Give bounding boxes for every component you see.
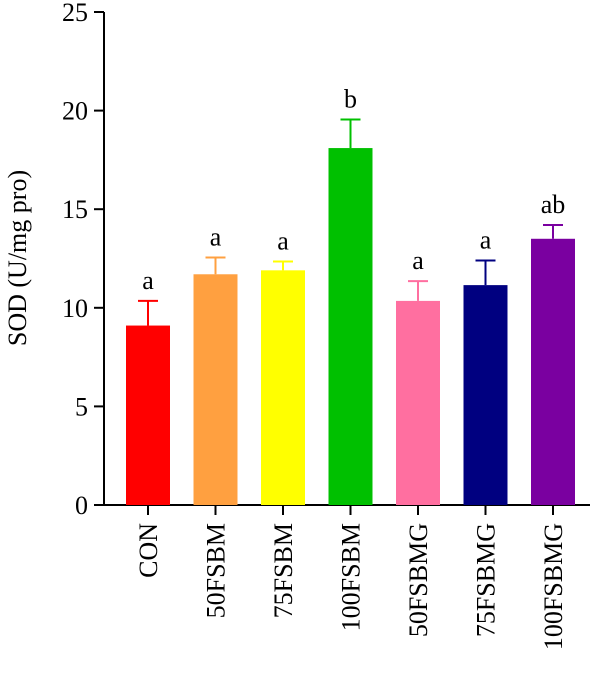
- y-tick-label: 10: [62, 294, 88, 323]
- bar-50fsbm: [193, 274, 238, 505]
- significance-label: a: [412, 246, 424, 275]
- y-tick-label: 0: [75, 491, 88, 520]
- significance-label: ab: [541, 190, 566, 219]
- x-tick-label: 100FSBMG: [539, 523, 568, 650]
- significance-label: a: [480, 225, 492, 254]
- error-bars: [138, 118, 563, 326]
- y-tick-label: 15: [62, 195, 88, 224]
- y-axis-label: SOD (U/mg pro): [3, 170, 32, 346]
- x-tick-label: CON: [134, 523, 163, 578]
- y-tick-label: 20: [62, 97, 88, 126]
- bar-100fsbmg: [531, 238, 575, 505]
- significance-label: a: [142, 266, 154, 295]
- bar-50fsbmg: [396, 300, 440, 505]
- x-tick-label: 50FSBM: [202, 523, 231, 618]
- y-axis: 0 5 10 15 20 25: [62, 0, 105, 520]
- bars: [126, 148, 575, 505]
- bar-con: [126, 325, 170, 505]
- x-tick-label: 75FSBMG: [472, 523, 501, 637]
- x-axis: CON 50FSBM 75FSBM 100FSBM 50FSBMG 75FSBMG 100F…: [103, 504, 590, 650]
- bar-100fsbm: [328, 148, 373, 505]
- bar-75fsbm: [261, 270, 305, 505]
- significance-label: a: [210, 223, 222, 252]
- y-tick-label: 25: [62, 0, 88, 27]
- x-tick-label: 50FSBMG: [404, 523, 433, 637]
- significance-label: a: [277, 226, 289, 255]
- x-tick-label: 100FSBM: [337, 523, 366, 631]
- bar-75fsbmg: [463, 285, 508, 505]
- x-tick-label: 75FSBM: [269, 523, 298, 618]
- significance-label: b: [344, 84, 357, 113]
- y-tick-label: 5: [75, 392, 88, 421]
